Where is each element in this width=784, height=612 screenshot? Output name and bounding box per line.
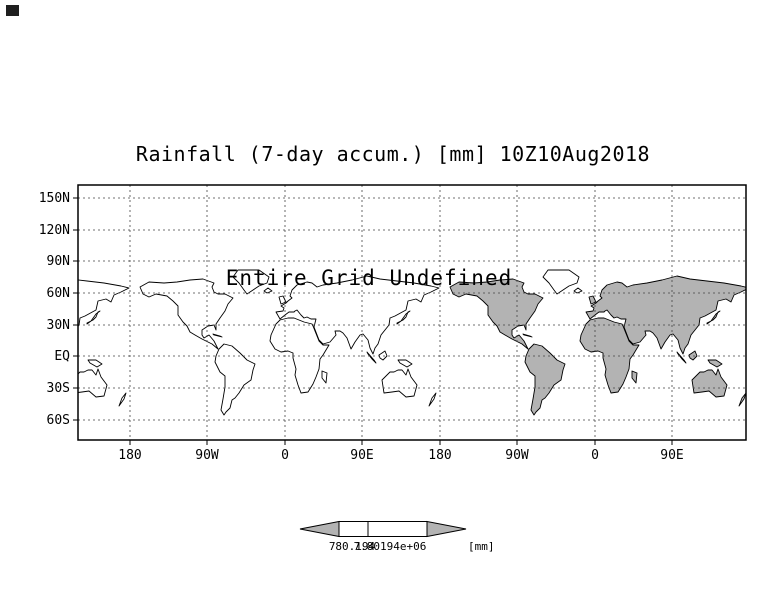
latitude-axis-labels: 150N 120N 90N 60N 30N EQ 30S 60S <box>39 191 70 428</box>
colorbar: 780.194 7.80194e+06 [mm] <box>299 520 495 553</box>
lat-tick-label: EQ <box>54 349 70 364</box>
colorbar-body <box>338 521 428 537</box>
lon-tick-label: 90W <box>505 448 529 463</box>
lon-tick-label: 90E <box>350 448 373 463</box>
plot-border <box>77 184 747 441</box>
lat-tick-label: 120N <box>39 223 70 238</box>
lat-tick-label: 150N <box>39 191 70 206</box>
axis-tickmarks <box>73 197 673 445</box>
colorbar-units: [mm] <box>468 540 495 553</box>
lat-tick-label: 30N <box>47 318 70 333</box>
graticule <box>78 185 746 440</box>
lat-tick-label: 30S <box>47 381 70 396</box>
window-corner-artifact <box>6 5 19 16</box>
lat-tick-label: 90N <box>47 254 70 269</box>
grid-undefined-message: Entire Grid Undefined <box>226 266 513 290</box>
lat-tick-label: 60S <box>47 413 70 428</box>
lon-tick-label: 90E <box>660 448 683 463</box>
lon-tick-label: 180 <box>428 448 451 463</box>
lat-tick-label: 60N <box>47 286 70 301</box>
colorbar-value-1: 780.194 <box>329 540 376 553</box>
lon-tick-label: 0 <box>281 448 289 463</box>
lon-tick-label: 180 <box>118 448 141 463</box>
lon-tick-label: 90W <box>195 448 219 463</box>
lon-tick-label: 0 <box>591 448 599 463</box>
plot-title: Rainfall (7-day accum.) [mm] 10Z10Aug201… <box>136 142 650 166</box>
colorbar-value-2: 7.80194e+06 <box>354 540 427 553</box>
longitude-axis-labels: 180 90W 0 90E 180 90W 0 90E <box>118 448 683 463</box>
colorbar-right-arrow <box>426 520 467 538</box>
